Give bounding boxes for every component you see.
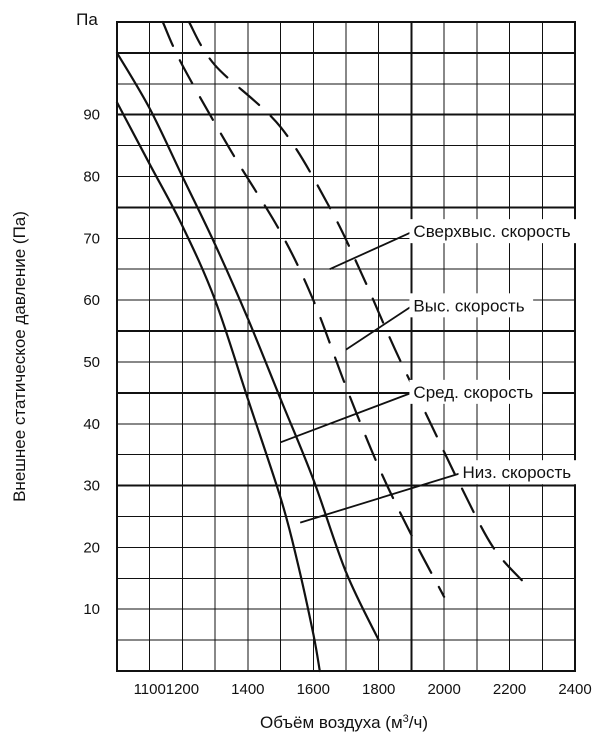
x-axis-title-prefix: Объём воздуха (м <box>260 713 403 732</box>
y-tick-label: 20 <box>83 539 100 556</box>
callout-label: Низ. скорость <box>463 463 572 482</box>
series-line-4 <box>187 20 527 586</box>
y-tick-label: 10 <box>83 601 100 618</box>
x-tick-label: 2200 <box>493 681 526 698</box>
callout-pointer <box>329 231 412 271</box>
x-axis-title-superscript: 3 <box>403 713 409 725</box>
x-tick-label: 1200 <box>166 681 199 698</box>
callout-label-background <box>409 293 534 318</box>
y-tick-label: 60 <box>83 292 100 309</box>
callout-label: Выс. скорость <box>413 296 524 315</box>
callout-label-background <box>409 379 543 404</box>
callout-label: Сверхвыс. скорость <box>413 222 570 241</box>
callout-pointer <box>280 392 412 444</box>
callout-pointer <box>299 472 461 524</box>
x-axis-title-suffix: /ч) <box>409 713 428 732</box>
y-tick-label: 80 <box>83 169 100 186</box>
x-tick-label: 2400 <box>558 681 591 698</box>
curves <box>115 20 527 673</box>
tick-labels: 1100 1200 1400 1600 1800 2000 2200 2400 10 20 30 40… <box>83 107 591 698</box>
y-axis-unit-label: Па <box>76 10 98 29</box>
x-axis-title: Объём воздуха (м3/ч) <box>260 713 428 732</box>
x-tick-label: 1800 <box>362 681 395 698</box>
x-tick-label: 1600 <box>297 681 330 698</box>
y-axis-title: Внешнее статическое давление (Па) <box>10 211 29 502</box>
callout-label-background <box>458 460 583 485</box>
y-tick-label: 40 <box>83 416 100 433</box>
series-line-3 <box>161 20 446 598</box>
y-tick-label: 90 <box>83 107 100 124</box>
callout-pointer <box>345 305 412 351</box>
x-tick-label: 2000 <box>427 681 460 698</box>
callout-label: Сред. скорость <box>413 383 533 402</box>
callout-label-background <box>409 219 578 244</box>
series-line-2 <box>115 51 380 642</box>
x-tick-label: 1400 <box>231 681 264 698</box>
y-tick-label: 70 <box>83 230 100 247</box>
y-tick-label: 30 <box>83 478 100 495</box>
plot-frame <box>116 21 576 672</box>
y-tick-label: 50 <box>83 354 100 371</box>
grid <box>116 21 576 672</box>
callouts: Сверхвыс. скорость Выс. скорость Сред. ско… <box>280 219 583 524</box>
series-line-1 <box>115 101 321 673</box>
x-tick-label: 1100 <box>134 681 166 698</box>
